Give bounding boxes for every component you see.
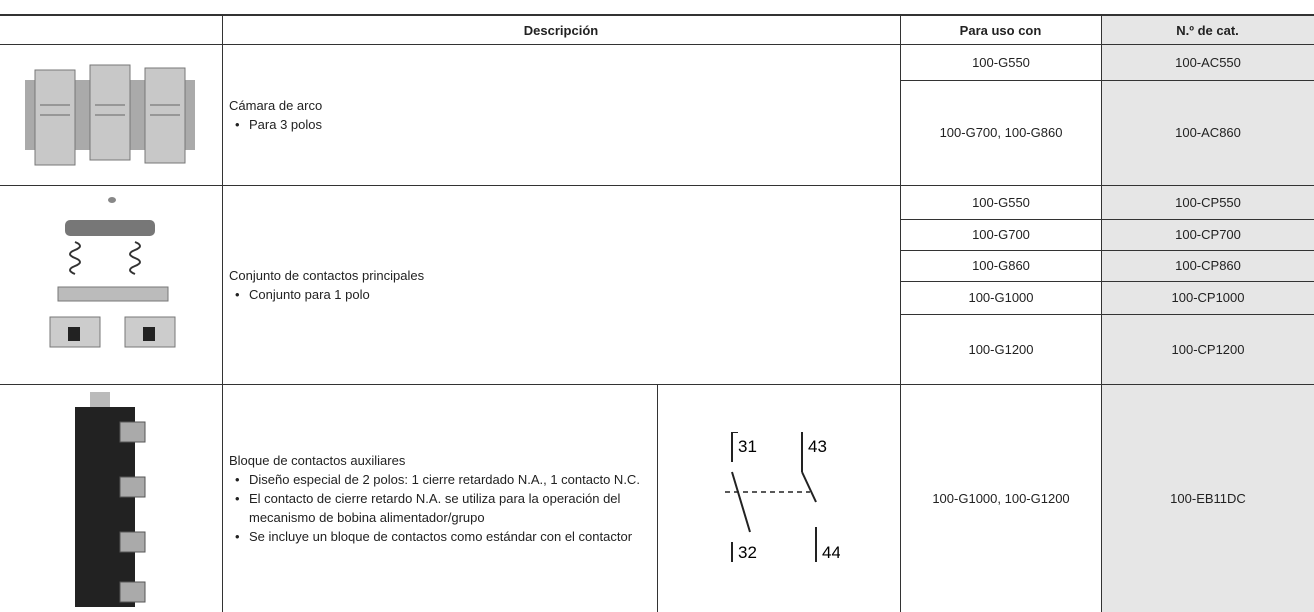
bullet: Conjunto para 1 polo [235, 285, 900, 304]
cat-no: 100-CP860 [1175, 258, 1241, 273]
diagram-label: 44 [822, 543, 840, 562]
bullet-list: Diseño especial de 2 polos: 1 cierre ret… [229, 470, 647, 546]
col-line [222, 15, 223, 612]
bullet-list: Para 3 polos [229, 115, 900, 134]
for-use-with: 100-G1000 [968, 290, 1034, 305]
aux-block-image [75, 392, 146, 607]
col-line [1101, 15, 1102, 612]
for-use-with: 100-G700 [972, 227, 1030, 242]
description-title: Bloque de contactos auxiliares [229, 453, 406, 468]
for-use-with: 100-G550 [972, 194, 1030, 210]
description: Cámara de arco Para 3 polos [223, 45, 900, 185]
cat-no: 100-CP550 [1175, 194, 1241, 210]
arc-chamber-image [25, 64, 195, 166]
cat-no: 100-AC550 [1175, 54, 1241, 70]
col-line [900, 15, 901, 612]
for-use-with: 100-G1200 [968, 341, 1034, 357]
description: Bloque de contactos auxiliares Diseño esp… [223, 385, 657, 612]
cat-no: 100-CP1000 [1171, 290, 1245, 305]
cat-no: 100-EB11DC [1170, 490, 1246, 506]
sub-row-line [900, 281, 1314, 282]
sub-row-line [900, 314, 1314, 315]
diagram-label: 31 [738, 437, 757, 456]
header-for-use: Para uso con [959, 22, 1042, 38]
sub-row-line [900, 219, 1314, 220]
header-description: Descripción [523, 22, 599, 38]
cat-no: 100-CP1200 [1171, 341, 1245, 357]
row-line [0, 44, 1314, 45]
contact-set-image [49, 197, 176, 348]
for-use-with: 100-G860 [972, 258, 1030, 273]
cat-no: 100-AC860 [1175, 125, 1241, 140]
bullet: El contacto de cierre retardo N.A. se ut… [235, 489, 647, 527]
for-use-with: 100-G550 [972, 54, 1030, 70]
diagram-label: 43 [808, 437, 827, 456]
description: Conjunto de contactos principales Conjunt… [223, 186, 900, 384]
top-rule [0, 14, 1314, 16]
col-line [657, 384, 658, 612]
diagram-label: 32 [738, 543, 757, 562]
cat-column-shade [1101, 15, 1314, 612]
sub-row-line [900, 250, 1314, 251]
bullet-list: Conjunto para 1 polo [229, 285, 900, 304]
row-line [0, 185, 1314, 186]
contact-diagram: 31 43 32 44 [725, 432, 840, 562]
bullet: Se incluye un bloque de contactos como e… [235, 527, 647, 546]
for-use-with: 100-G1000, 100-G1200 [932, 490, 1070, 506]
description-title: Cámara de arco [229, 98, 323, 113]
description-title: Conjunto de contactos principales [229, 268, 425, 283]
bullet: Para 3 polos [235, 115, 900, 134]
for-use-with: 100-G700, 100-G860 [939, 125, 1063, 140]
sub-row-line [900, 80, 1314, 81]
cat-no: 100-CP700 [1175, 227, 1241, 242]
row-line [0, 384, 1314, 385]
bullet: Diseño especial de 2 polos: 1 cierre ret… [235, 470, 647, 489]
header-cat-no: N.º de cat. [1176, 22, 1239, 38]
